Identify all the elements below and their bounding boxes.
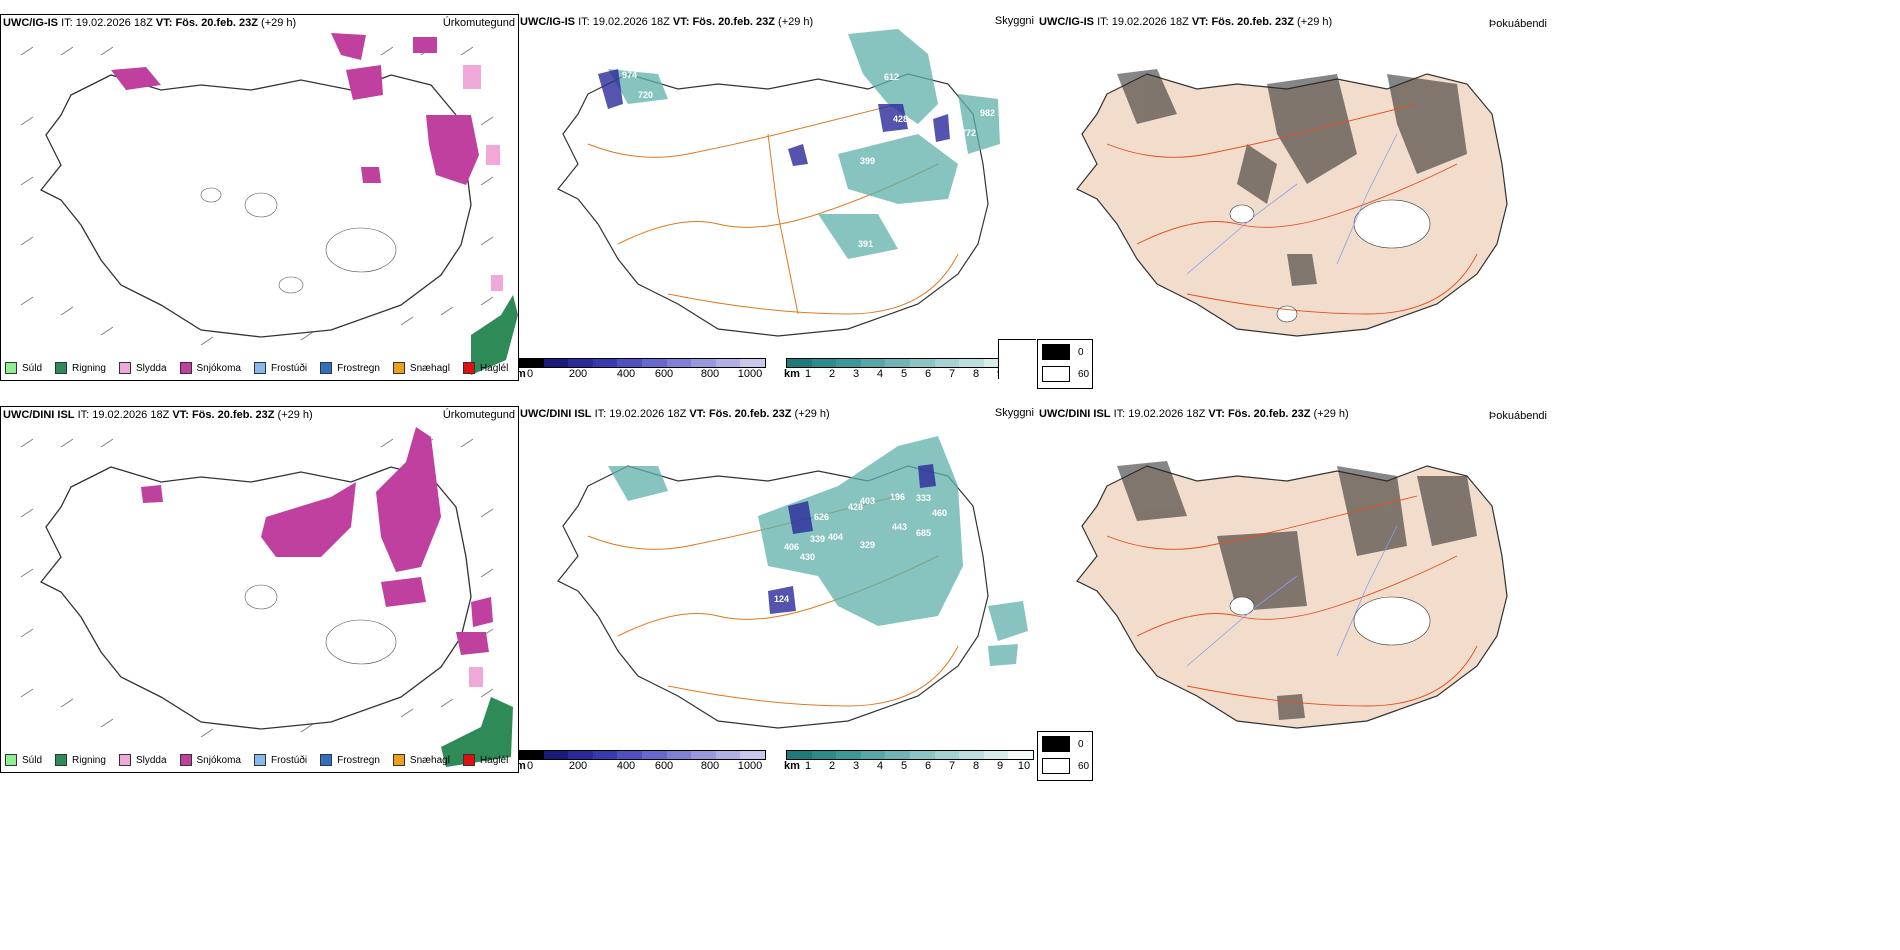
svg-text:196: 196 [890,492,905,502]
rain-areas [441,697,513,767]
svg-text:772: 772 [961,128,976,138]
high-fog-index-areas [1117,69,1467,286]
visibility-panel-2: 403 196 333 428 626 443 460 685 406 339 … [518,406,1036,771]
svg-text:399: 399 [860,156,875,166]
panel-label: Skyggni [994,15,1034,27]
high-fog-index-areas [1117,461,1477,720]
cloud-base-colorbar: m 0 200 400 600 800 1000 [518,750,766,771]
visibility-map-1: 612 428 772 982 391 399 974 720 [557,29,1000,337]
fog-index-legend-1: 0 60 [1037,339,1093,389]
legend-item-sleet: Slydda [118,754,167,766]
rivers [1186,525,1398,667]
low-cloud-base-areas [598,69,950,166]
low-visibility-areas [608,436,1028,666]
snow-areas [141,427,493,655]
legend-item-snow-pellets: Snæhagl [392,754,450,766]
svg-text:612: 612 [884,72,899,82]
sleet-areas [469,667,483,687]
svg-text:685: 685 [916,528,931,538]
fog-map-1 [1076,69,1508,337]
legend-item-snow: Snjókoma [179,754,241,766]
map-labels: 612 428 772 982 391 399 974 720 [622,70,995,249]
glaciers [200,187,397,294]
panel-title: UWC/IG-IS IT: 19.02.2026 18Z VT: Fös. 20… [520,16,814,28]
fog-legend [998,339,1036,379]
visibility-map-2: 403 196 333 428 626 443 460 685 406 339 … [557,436,1028,729]
rivers [1186,133,1398,275]
iceland-outline [39,74,472,338]
legend-item-drizzle: Súld [5,754,42,766]
svg-text:404: 404 [828,532,843,542]
panel-title: UWC/DINI ISL IT: 19.02.2026 18Z VT: Fös.… [3,409,313,421]
iceland-outline [557,73,989,337]
visibility-panel-1: 612 428 772 982 391 399 974 720 UWC/IG-I… [518,14,1036,379]
precip-type-panel-2: UWC/DINI ISL IT: 19.02.2026 18Z VT: Fös.… [0,406,519,773]
snow-areas [111,33,479,185]
cloud-base-colorbar: m 0 200 400 600 800 1000 [518,358,766,379]
svg-text:626: 626 [814,512,829,522]
low-cloud-base-areas [768,464,936,614]
legend-item-freezing-rain: Frostregn [320,362,380,374]
svg-text:428: 428 [848,502,863,512]
legend-item-freezing-rain: Frostregn [320,754,380,766]
panel-title: UWC/IG-IS IT: 19.02.2026 18Z VT: Fös. 20… [1039,16,1333,28]
svg-text:406: 406 [784,542,799,552]
fog-index-legend-2: 0 60 [1037,731,1093,781]
svg-text:974: 974 [622,70,637,80]
fog-index-panel-2: UWC/DINI ISL IT: 19.02.2026 18Z VT: Fös.… [1037,406,1547,771]
panel-label: Úrkomutegund [442,17,515,29]
legend-item-freezing-drizzle: Frostúði [253,362,307,374]
legend-item-snow-pellets: Snæhagl [392,362,450,374]
svg-text:333: 333 [916,493,931,503]
panel-label: Úrkomutegund [442,409,515,421]
rain-areas [471,295,518,375]
fog-map-2 [1076,461,1508,729]
svg-text:460: 460 [932,508,947,518]
sleet-areas [463,65,503,291]
svg-text:124: 124 [774,594,789,604]
svg-text:329: 329 [860,540,875,550]
precip-legend: Súld Rigning Slydda Snjókoma Frostúði Fr… [5,754,508,766]
svg-text:443: 443 [892,522,907,532]
svg-text:430: 430 [800,552,815,562]
legend-item-hail: Haglél [462,754,508,766]
svg-text:391: 391 [858,239,873,249]
glaciers [1229,596,1431,646]
precip-legend: Súld Rigning Slydda Snjókoma Frostúði Fr… [5,362,508,374]
panel-label: Þokuábendi [1488,410,1547,422]
panel-label: Þokuábendi [1488,18,1547,30]
panel-title: UWC/DINI ISL IT: 19.02.2026 18Z VT: Fös.… [520,408,830,420]
legend-item-drizzle: Súld [5,362,42,374]
precip-map-2 [20,427,513,767]
legend-item-hail: Haglél [462,362,508,374]
roads [1106,495,1478,707]
roads [1106,103,1478,315]
svg-text:403: 403 [860,496,875,506]
precip-type-panel-1: UWC/IG-IS IT: 19.02.2026 18Z VT: Fös. 20… [0,14,519,381]
panel-title: UWC/DINI ISL IT: 19.02.2026 18Z VT: Fös.… [1039,408,1349,420]
svg-text:982: 982 [980,108,995,118]
legend-item-snow: Snjókoma [179,362,241,374]
svg-text:339: 339 [810,534,825,544]
low-visibility-areas [608,29,1000,259]
legend-item-sleet: Slydda [118,362,167,374]
legend-item-freezing-drizzle: Frostúði [253,754,307,766]
svg-text:428: 428 [893,114,908,124]
wind-barbs [20,438,494,738]
fog-index-panel-1: UWC/IG-IS IT: 19.02.2026 18Z VT: Fös. 20… [1037,14,1547,379]
legend-item-rain: Rigning [55,362,106,374]
iceland-outline [39,466,472,730]
map-labels: 403 196 333 428 626 443 460 685 406 339 … [774,492,947,604]
panel-title: UWC/IG-IS IT: 19.02.2026 18Z VT: Fös. 20… [3,17,297,29]
glaciers [244,584,397,665]
svg-text:720: 720 [638,90,653,100]
legend-item-rain: Rigning [55,754,106,766]
precip-map-1 [20,33,518,375]
panel-label: Skyggni [994,407,1034,419]
